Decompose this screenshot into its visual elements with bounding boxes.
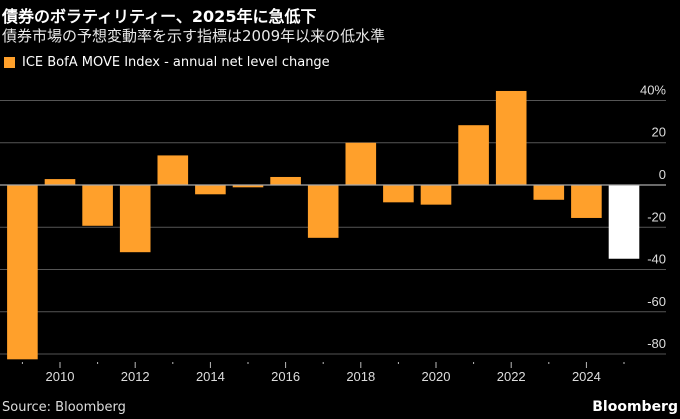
bar-2012 [119,185,151,253]
bloomberg-logo: Bloomberg [592,399,678,415]
bar-2021 [458,125,489,185]
legend-swatch [4,57,15,68]
bar-2015 [232,185,264,188]
bar-2011 [82,185,113,226]
bar-2014 [195,185,226,195]
bar-2023 [533,185,565,200]
x-tick-label: 2012 [121,369,150,384]
bar-2009 [7,185,38,360]
y-tick-label: 40% [640,82,666,97]
bar-2025 [608,185,640,259]
legend-label: ICE BofA MOVE Index - annual net level c… [22,55,330,70]
y-tick-label: 20 [652,125,666,140]
y-tick-label: -20 [647,209,666,224]
bar-2010 [44,179,76,185]
bar-2017 [307,185,339,238]
x-tick-label: 2020 [422,369,451,384]
x-tick-label: 2018 [346,369,375,384]
bar-2024 [571,185,602,218]
bar-2013 [157,155,189,185]
y-tick-label: -60 [647,294,666,309]
x-tick-label: 2014 [196,369,225,384]
bar-2016 [270,176,301,185]
source-note: Source: Bloomberg [2,400,126,415]
chart-title: 債券のボラティリティー、2025年に急低下 [2,7,317,26]
x-tick-label: 2022 [497,369,526,384]
x-tick-label: 2016 [271,369,300,384]
bar-2019 [383,185,414,203]
y-tick-label: -80 [647,336,666,351]
bar-2018 [345,142,377,185]
y-tick-label: 0 [659,167,666,182]
bar-2022 [495,90,527,185]
x-tick-label: 2024 [572,369,601,384]
x-tick-label: 2010 [46,369,75,384]
legend: ICE BofA MOVE Index - annual net level c… [4,55,330,70]
bar-2020 [420,185,452,205]
chart-subtitle: 債券市場の予想変動率を示す指標は2009年以来の低水準 [2,27,386,45]
y-tick-label: -40 [647,252,666,267]
